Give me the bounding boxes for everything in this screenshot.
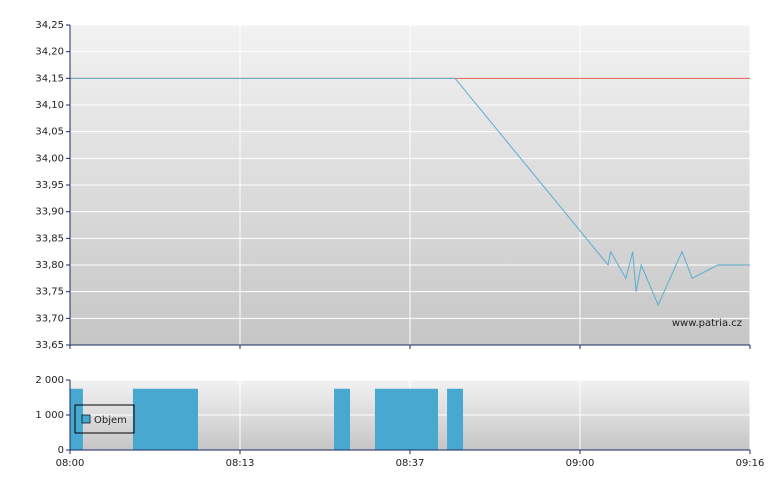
- x-tick-label: 08:37: [396, 458, 425, 469]
- y-tick-label: 2 000: [35, 375, 64, 386]
- y-tick-label: 33,85: [35, 233, 64, 244]
- y-tick-label: 34,20: [35, 47, 64, 58]
- price-line: [70, 77, 750, 307]
- volume-bar: [132, 388, 199, 450]
- y-tick-label: 33,75: [35, 287, 64, 298]
- legend-swatch: [81, 414, 91, 424]
- y-tick-label: 33,80: [35, 260, 64, 271]
- y-tick-label: 0: [58, 445, 64, 456]
- legend-label: Objem: [94, 415, 127, 426]
- x-tick-label: 09:16: [736, 458, 765, 469]
- y-tick-label: 34,25: [35, 20, 64, 31]
- y-tick-label: 1 000: [35, 410, 64, 421]
- y-tick-label: 34,15: [35, 73, 64, 84]
- volume-bar: [70, 388, 83, 450]
- x-tick-label: 08:00: [56, 458, 85, 469]
- y-tick-label: 34,00: [35, 153, 64, 164]
- y-tick-label: 34,05: [35, 127, 64, 138]
- y-tick-label: 33,70: [35, 313, 64, 324]
- y-tick-label: 33,65: [35, 340, 64, 351]
- x-tick-label: 09:00: [566, 458, 595, 469]
- volume-bar: [374, 388, 439, 450]
- y-tick-label: 33,90: [35, 207, 64, 218]
- y-tick-label: 33,95: [35, 180, 64, 191]
- y-tick-label: 34,10: [35, 100, 64, 111]
- volume-bar: [447, 388, 464, 450]
- volume-bar: [334, 388, 350, 450]
- legend-box: [74, 404, 135, 434]
- watermark: www.patria.cz: [672, 318, 742, 329]
- x-tick-label: 08:13: [226, 458, 255, 469]
